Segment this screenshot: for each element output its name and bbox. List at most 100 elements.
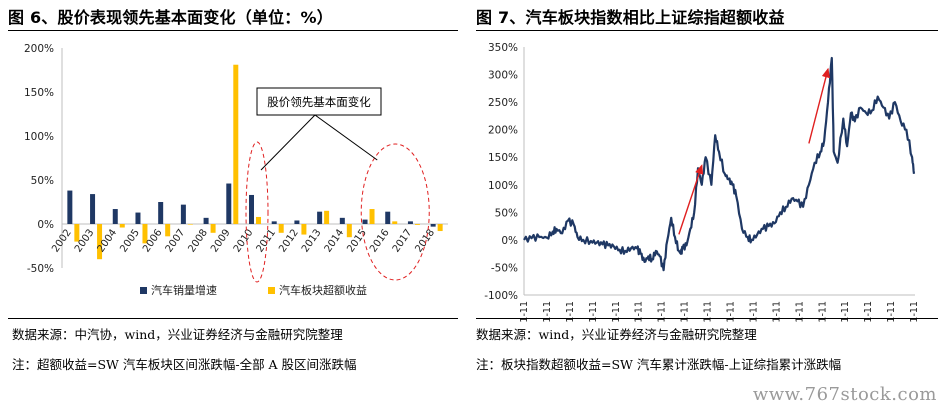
bar-sales-growth [385,211,391,224]
bar-sales-growth [430,224,436,227]
bar-excess-return [369,209,375,224]
legend-label-sales: 汽车销量增速 [151,283,217,297]
bar-y-tick-label: 50% [31,175,54,187]
bar-excess-return [165,224,171,237]
bar-sales-growth [339,217,345,224]
line-x-tick-label: 2014-01-11 [794,301,805,322]
bar-x-tick-label: 2018 [413,227,437,254]
bar-excess-return [278,224,284,233]
bar-y-tick-label: -50% [27,263,54,275]
bar-sales-growth [67,190,73,224]
left-panel: 图 6、股价表现领先基本面变化（单位：%） -50% 0% 50% 100% 150% 2… [0,0,470,411]
bar-y-tick-label: 150% [24,87,54,99]
line-y-tick-label: -100% [484,290,518,302]
bar-sales-growth [294,220,300,224]
line-y-tick-label: 0% [501,235,518,247]
bar-legend: 汽车销量增速 汽车板块超额收益 [140,283,367,297]
right-line-chart: -100% -50% 0% 50% 100% 150% 200% 250% 300% 350% 2… [484,42,920,322]
line-x-ticks: 2002-01-11 2003-01-11 2004-01-11 2005-01-11… [519,301,920,322]
left-bar-chart: -50% 0% 50% 100% 150% 200% 2002 2003 2004 2005 20… [24,43,448,297]
line-x-tick-label: 2012-01-11 [748,301,759,322]
right-chart-title: 图 7、汽车板块指数相比上证综指超额收益 [476,8,785,27]
line-x-tick-label: 2019-01-11 [909,301,920,322]
bar-x-tick-label: 2002 [50,227,74,254]
bar-y-tick-label: 100% [24,131,54,143]
line-x-tick-label: 2004-01-11 [565,301,576,322]
line-x-tick-label: 2013-01-11 [771,301,782,322]
left-note: 注：超额收益=SW 汽车板块区间涨跌幅-全部 A 股区间涨跌幅 [12,357,357,372]
line-x-tick-label: 2006-01-11 [611,301,622,322]
line-x-tick-label: 2003-01-11 [542,301,553,322]
bar-sales-growth [362,219,368,224]
bar-annotation: 股价领先基本面变化 [245,87,430,283]
bar-sales-growth [317,211,323,224]
line-x-tick-label: 2018-01-11 [886,301,897,322]
right-source: 数据来源：wind，兴业证券经济与金融研究院整理 [476,327,757,342]
highlight-ellipse-2016 [360,143,430,281]
right-note: 注：板块指数超额收益=SW 汽车累计涨跌幅-上证综指累计涨跌幅 [476,357,842,372]
left-source-rule [8,318,458,319]
bar-x-tick-label: 2014 [323,227,347,254]
line-y-tick-label: 250% [488,97,518,109]
line-x-tick-label: 2005-01-11 [588,301,599,322]
line-y-tick-label: 50% [495,207,518,219]
bar-x-tick-label: 2016 [368,227,392,254]
bar-sales-growth [112,209,118,224]
excess-return-line [523,56,916,272]
bar-excess-return [74,224,80,242]
left-title-rule [8,30,458,31]
bar-excess-return [97,224,103,260]
line-x-tick-label: 2010-01-11 [703,301,714,322]
bar-x-tick-label: 2008 [186,227,210,254]
legend-swatch-excess [268,287,275,294]
line-y-tick-label: 200% [488,125,518,137]
line-x-tick-label: 2007-01-11 [634,301,645,322]
bar-sales-growth [407,221,413,224]
line-x-tick-label: 2015-01-11 [817,301,828,322]
line-y-tick-label: 150% [488,152,518,164]
highlight-ellipse-2010 [245,141,269,283]
bar-excess-return [210,224,216,233]
bar-sales-growth [249,194,254,224]
left-chart-title: 图 6、股价表现领先基本面变化（单位：%） [8,8,333,27]
bar-sales-growth [226,183,232,224]
annotation-pointer-right [314,114,378,161]
line-x-tick-label: 2002-01-11 [519,301,530,322]
bar-sales-growth [180,204,186,224]
legend-label-excess: 汽车板块超额收益 [279,283,367,297]
line-y-tick-label: 350% [488,42,518,54]
left-source: 数据来源：中汽协，wind，兴业证券经济与金融研究院整理 [12,327,343,342]
annotation-text: 股价领先基本面变化 [267,95,371,109]
line-y-tick-label: 300% [488,70,518,82]
watermark: www.767stock.com [752,384,937,405]
bar-grid [61,48,448,268]
trend-arrow-2009 [678,164,704,235]
bar-excess-return [256,216,261,224]
right-panel: 图 7、汽车板块指数相比上证综指超额收益 -100% -50% 0% 50% 100% 1… [470,0,945,411]
bar-excess-return [301,224,307,235]
line-x-tick-label: 2016-01-11 [840,301,851,322]
bar-excess-return [346,224,352,238]
line-x-tick-label: 2017-01-11 [863,301,874,322]
bar-excess-return [324,210,330,224]
bar-sales-growth [158,202,164,224]
bar-x-tick-label: 2017 [391,227,415,254]
bar-excess-return [392,221,398,224]
line-y-tick-label: 100% [488,180,518,192]
bar-excess-return [142,224,148,244]
trend-arrow-2015 [808,67,830,144]
bar-sales-growth [271,221,277,224]
bar-excess-return [233,64,239,224]
line-x-tick-label: 2009-01-11 [680,301,691,322]
annotation-box [256,87,382,116]
line-x-tick-label: 2008-01-11 [657,301,668,322]
bar-y-ticks: -50% 0% 50% 100% 150% 200% [24,43,54,275]
bar-sales-growth [90,194,96,224]
bar-excess-return [437,224,443,232]
bar-x-tick-label: 2005 [118,227,142,254]
bar-y-tick-label: 0% [37,219,54,231]
bar-sales-growth [203,217,209,224]
line-series [523,56,916,272]
bar-excess-return [414,224,420,225]
bar-excess-return [119,224,125,228]
